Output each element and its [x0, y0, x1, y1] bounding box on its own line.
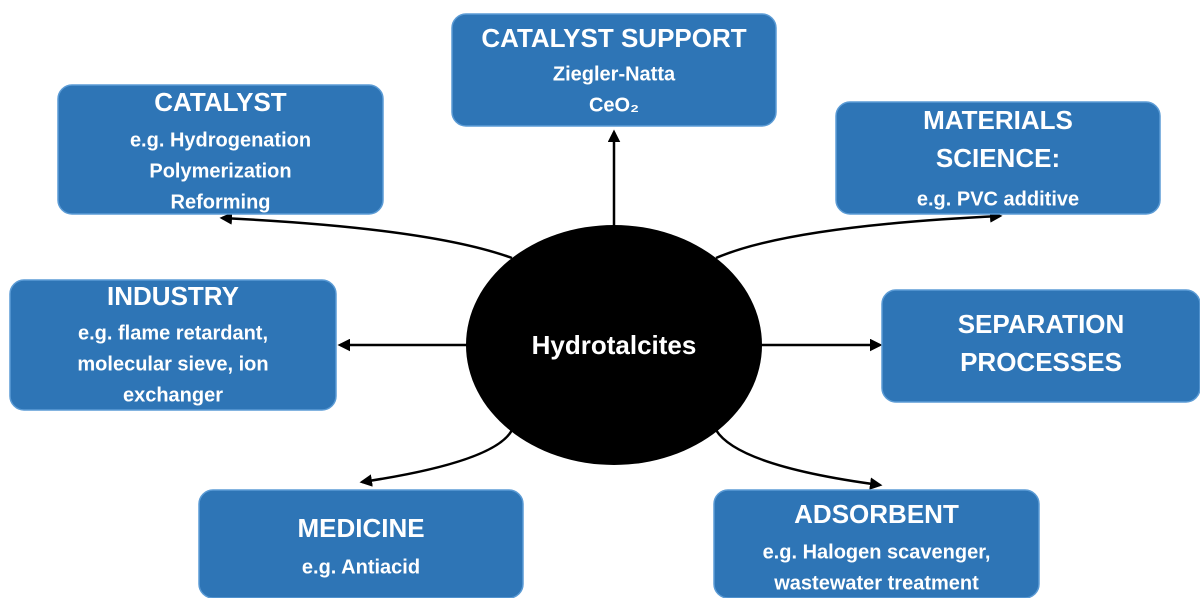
node-line: e.g. Hydrogenation: [130, 129, 311, 151]
node-line: Ziegler-Natta: [553, 63, 676, 85]
node-title: PROCESSES: [960, 347, 1122, 377]
arrow: [359, 429, 514, 487]
arrow: [714, 429, 883, 490]
node-box: [713, 489, 1040, 598]
node-line: Polymerization: [149, 160, 291, 182]
node-line: exchanger: [123, 384, 223, 406]
node-line: wastewater treatment: [773, 572, 979, 594]
node-line: CeO₂: [589, 94, 639, 116]
node-line: e.g. Halogen scavenger,: [763, 541, 991, 563]
node-title: MATERIALS: [923, 105, 1073, 135]
node-title: CATALYST: [154, 87, 287, 117]
node-line: Reforming: [171, 191, 271, 213]
node-title: ADSORBENT: [794, 499, 959, 529]
node-box: [881, 289, 1200, 403]
node-box: [198, 489, 524, 598]
boxes: CATALYST SUPPORT Ziegler-Natta CeO₂ CATALYS…: [9, 13, 1200, 598]
node-title: INDUSTRY: [107, 281, 239, 311]
node-box: [835, 101, 1161, 215]
node-box: [9, 279, 337, 411]
node-title: CATALYST SUPPORT: [481, 23, 746, 53]
node-line: e.g. PVC additive: [917, 188, 1079, 210]
node-line: e.g. flame retardant,: [78, 322, 268, 344]
node-line: molecular sieve, ion: [77, 353, 268, 375]
node-box: [57, 84, 384, 215]
node-title: SCIENCE:: [936, 143, 1060, 173]
arrows: [219, 129, 1003, 490]
arrow: [219, 212, 513, 260]
node-title: SEPARATION: [958, 309, 1125, 339]
center-label: Hydrotalcites: [532, 330, 697, 360]
node-box: [451, 13, 777, 127]
node-title: MEDICINE: [297, 513, 424, 543]
arrow: [715, 210, 1003, 260]
node-line: e.g. Antiacid: [302, 556, 420, 578]
center-ellipse: [466, 225, 762, 465]
